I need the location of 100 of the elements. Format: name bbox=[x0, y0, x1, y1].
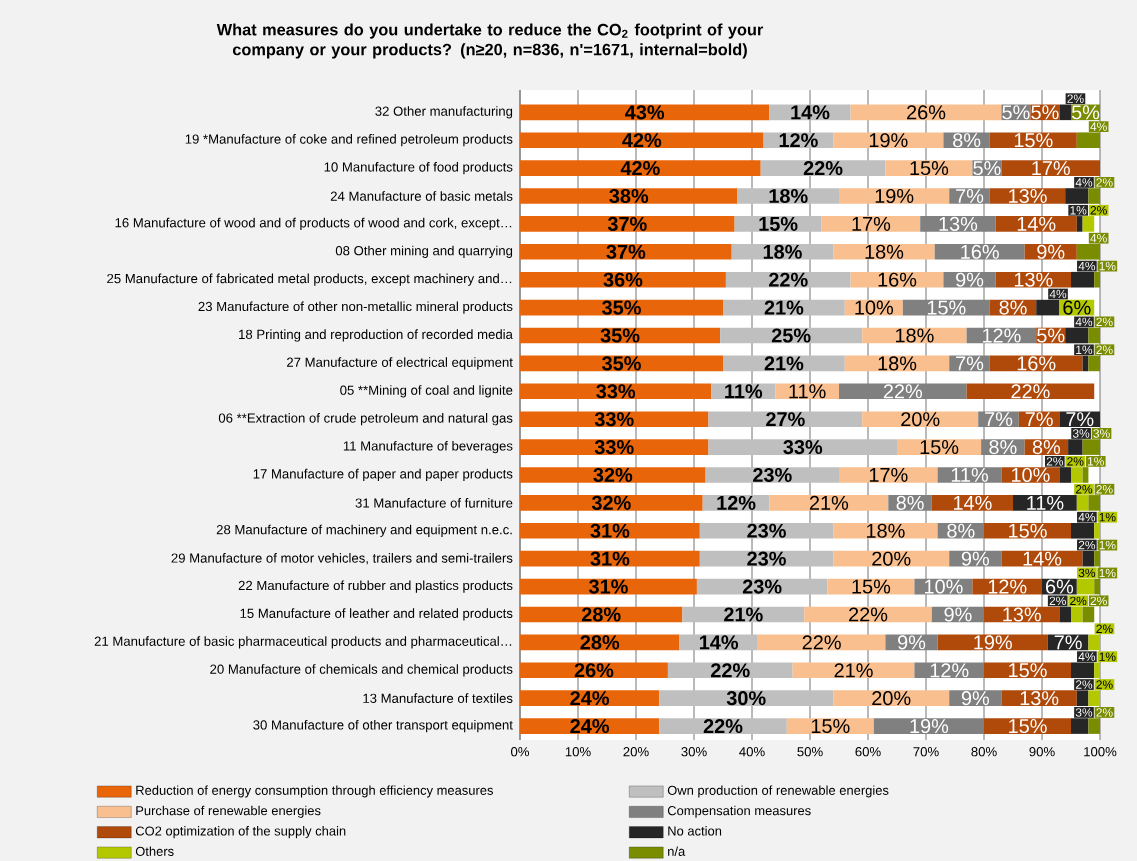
data-label: 9% bbox=[961, 551, 990, 566]
data-label: 8% bbox=[999, 300, 1027, 315]
data-label: 14% bbox=[1023, 551, 1062, 566]
data-label: 1% bbox=[1099, 512, 1116, 522]
data-label: 21% bbox=[834, 663, 873, 678]
data-label: 2% bbox=[1090, 596, 1107, 606]
data-label: 33% bbox=[783, 440, 823, 455]
data-label: 15% bbox=[920, 440, 959, 455]
data-label: 12% bbox=[930, 663, 969, 678]
data-label: 2% bbox=[1046, 457, 1064, 466]
data-label: 14% bbox=[1017, 216, 1056, 231]
data-label: 16% bbox=[878, 272, 917, 287]
data-label: 20% bbox=[901, 412, 940, 427]
data-label: 8% bbox=[896, 495, 924, 510]
bar bbox=[520, 243, 732, 260]
y-tick-label: 05 **Mining of coal and lignite bbox=[340, 385, 513, 398]
data-label: 17% bbox=[852, 216, 891, 231]
data-label: 18% bbox=[865, 244, 904, 259]
data-label: 17% bbox=[1032, 161, 1070, 176]
bar bbox=[659, 690, 834, 706]
legend-label: No action bbox=[668, 826, 722, 836]
data-label: 9% bbox=[944, 607, 972, 622]
data-label: 14% bbox=[699, 635, 739, 650]
data-label: 16% bbox=[961, 244, 999, 259]
bar bbox=[705, 467, 840, 483]
bar bbox=[833, 690, 950, 706]
data-label: 1% bbox=[1088, 457, 1104, 466]
data-label: 12% bbox=[988, 579, 1027, 594]
bar bbox=[708, 439, 898, 455]
data-label: 13% bbox=[1003, 607, 1041, 622]
data-label: 23% bbox=[747, 551, 786, 566]
data-label: 4% bbox=[1090, 122, 1107, 131]
data-label: 13% bbox=[1014, 272, 1053, 287]
data-label: 18% bbox=[763, 244, 802, 259]
bar bbox=[520, 522, 700, 539]
data-label: 2% bbox=[1067, 457, 1084, 466]
bar bbox=[769, 495, 889, 511]
data-label: 21% bbox=[724, 607, 763, 622]
bar bbox=[520, 439, 709, 455]
bar bbox=[520, 132, 764, 149]
data-label: 10% bbox=[925, 579, 963, 594]
data-label: 9% bbox=[956, 272, 984, 287]
legend-label: Purchase of renewable energies bbox=[136, 805, 321, 818]
data-label: 21% bbox=[764, 300, 804, 315]
data-label: 2% bbox=[1049, 596, 1066, 606]
data-label: 12% bbox=[717, 495, 756, 510]
data-label: 28% bbox=[580, 635, 620, 650]
data-label: 9% bbox=[1037, 244, 1065, 259]
y-tick-label: 31 Manufacture of furniture bbox=[355, 498, 513, 508]
y-tick-label: 17 Manufacture of paper and paper products bbox=[253, 468, 513, 482]
data-label: 2% bbox=[1075, 680, 1093, 689]
data-label: 16% bbox=[1017, 356, 1056, 371]
data-label: 15% bbox=[811, 719, 850, 734]
data-label: 4% bbox=[1090, 234, 1107, 243]
legend-label: n/a bbox=[668, 846, 686, 856]
data-label: 11% bbox=[951, 467, 989, 482]
data-label: 2% bbox=[1090, 206, 1107, 215]
data-label: 35% bbox=[602, 356, 641, 371]
legend-label: Own production of renewable energies bbox=[667, 785, 889, 798]
data-label: 3% bbox=[1075, 708, 1093, 717]
data-label: 3% bbox=[1078, 568, 1096, 578]
y-tick-label: 06 **Extraction of crude petroleum and natural gas bbox=[218, 413, 513, 426]
data-label: 22% bbox=[849, 607, 888, 622]
data-label: 3% bbox=[1093, 429, 1110, 438]
data-label: 8% bbox=[989, 440, 1017, 455]
y-tick-label: 29 Manufacture of motor vehicles, trailers and semi-trailers bbox=[171, 553, 513, 565]
bar bbox=[667, 662, 793, 679]
bar bbox=[989, 132, 1077, 149]
data-label: 12% bbox=[779, 133, 818, 148]
data-label: 8% bbox=[1032, 440, 1061, 455]
y-tick-label: 15 Manufacture of leather and related products bbox=[240, 608, 513, 621]
bar bbox=[708, 411, 863, 427]
data-label: 22% bbox=[1011, 384, 1050, 399]
data-label: 15% bbox=[759, 216, 798, 231]
data-label: 9% bbox=[961, 691, 990, 706]
data-label: 31% bbox=[590, 551, 630, 566]
data-label: 22% bbox=[883, 384, 923, 399]
y-tick-label: 19 *Manufacture of coke and refined petroleum products bbox=[185, 134, 513, 147]
data-label: 18% bbox=[769, 188, 808, 204]
chart-title: What measures do you undertake to reduce the CO$_{2}$ footprint of your company or your products? (n≥20, n=836, n'=1671, internal=bold) bbox=[216, 23, 764, 59]
bar bbox=[699, 522, 834, 539]
data-label: 5% bbox=[1031, 105, 1059, 120]
data-label: 5% bbox=[1071, 105, 1100, 120]
y-tick-label: 18 Printing and reproduction of recorded media bbox=[239, 329, 513, 342]
bar bbox=[520, 690, 660, 706]
x-tick-label: 40% bbox=[739, 747, 765, 757]
data-label: 2% bbox=[1096, 317, 1113, 327]
data-label: 27% bbox=[766, 412, 805, 427]
data-label: 11% bbox=[789, 384, 826, 399]
y-tick-label: 16 Manufacture of wood and of products of wood and cork, except… bbox=[115, 217, 512, 231]
bar bbox=[520, 467, 706, 483]
data-label: 3% bbox=[1072, 429, 1090, 438]
data-label: 4% bbox=[1078, 652, 1096, 661]
data-label: 13% bbox=[939, 216, 978, 231]
bar bbox=[659, 718, 787, 734]
data-label: 43% bbox=[625, 105, 665, 120]
data-label: 38% bbox=[609, 188, 649, 204]
y-tick-label: 30 Manufacture of other transport equipment bbox=[253, 719, 513, 733]
y-tick-label: 13 Manufacture of textiles bbox=[363, 693, 513, 703]
y-tick-label: 23 Manufacture of other non-metallic mineral products bbox=[198, 301, 513, 314]
